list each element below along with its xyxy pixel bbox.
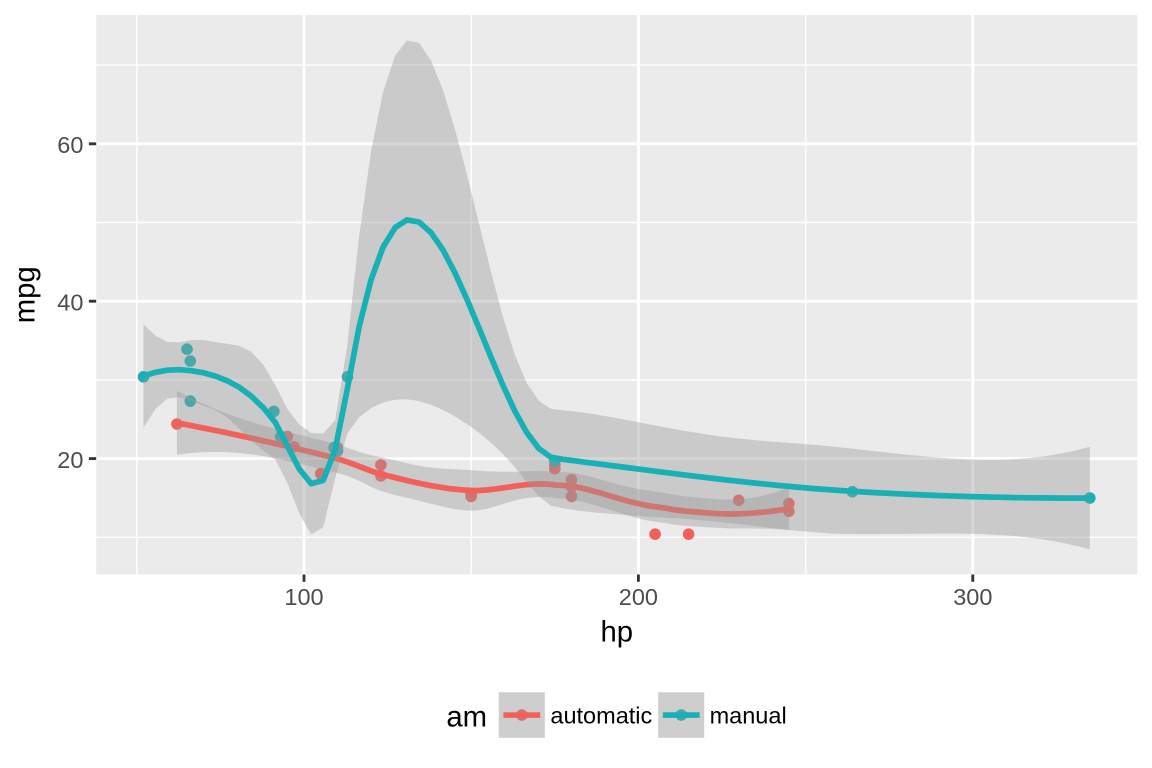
- svg-text:60: 60: [57, 132, 83, 158]
- svg-text:40: 40: [57, 289, 83, 315]
- svg-text:100: 100: [284, 584, 323, 610]
- svg-text:manual: manual: [710, 703, 787, 729]
- svg-text:mpg: mpg: [8, 266, 41, 323]
- svg-text:20: 20: [57, 447, 83, 473]
- svg-text:automatic: automatic: [550, 703, 652, 729]
- svg-text:200: 200: [619, 584, 658, 610]
- svg-text:300: 300: [953, 584, 992, 610]
- svg-text:hp: hp: [601, 616, 634, 649]
- svg-text:am: am: [446, 700, 487, 733]
